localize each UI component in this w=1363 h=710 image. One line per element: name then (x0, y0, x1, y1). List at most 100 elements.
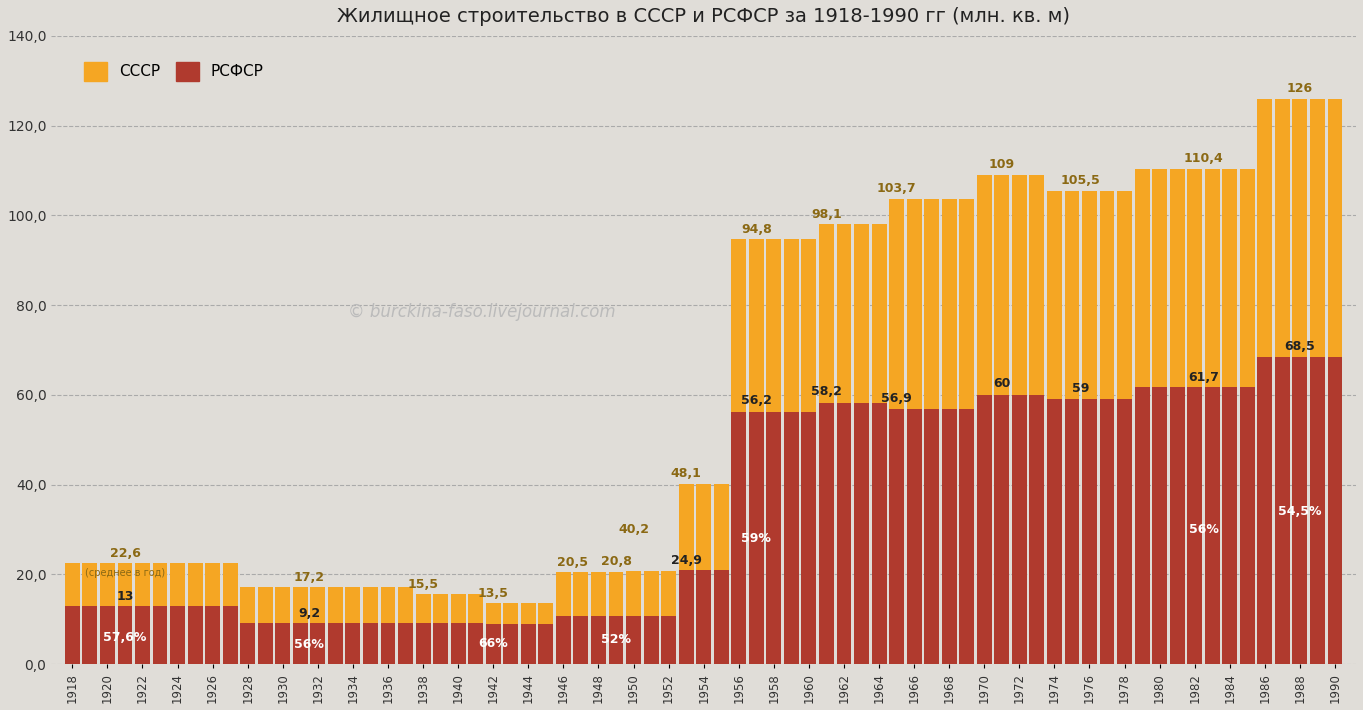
Bar (960, 409, 975, 664)
Bar (1223, 169, 1238, 664)
Text: 54,5%: 54,5% (1278, 505, 1322, 518)
Bar (1274, 99, 1289, 664)
Bar (82, 562, 97, 664)
Text: 24,9: 24,9 (671, 554, 702, 567)
Bar (503, 623, 518, 664)
Bar (311, 587, 326, 664)
Bar (538, 604, 553, 664)
Bar (206, 562, 219, 664)
Bar (801, 239, 816, 664)
Bar (1205, 169, 1220, 664)
Bar (258, 623, 273, 664)
Bar (1065, 399, 1079, 664)
Title: Жилищное строительство в СССР и РСФСР за 1918-1990 гг (млн. кв. м): Жилищное строительство в СССР и РСФСР за… (337, 7, 1070, 26)
Bar (592, 572, 607, 664)
Bar (766, 239, 781, 664)
Bar (311, 623, 326, 664)
Bar (1292, 99, 1307, 664)
Bar (188, 562, 203, 664)
Bar (1118, 191, 1133, 664)
Text: 68,5: 68,5 (1284, 340, 1315, 353)
Bar (222, 562, 237, 664)
Bar (784, 239, 799, 664)
Bar (170, 606, 185, 664)
Bar (153, 606, 168, 664)
Bar (995, 395, 1009, 664)
Bar (924, 199, 939, 664)
Bar (732, 412, 746, 664)
Bar (451, 594, 466, 664)
Bar (906, 199, 921, 664)
Bar (1100, 191, 1115, 664)
Bar (345, 587, 360, 664)
Text: 40,2: 40,2 (617, 523, 649, 536)
Text: 61,7: 61,7 (1189, 371, 1219, 383)
Bar (1152, 169, 1167, 664)
Bar (592, 616, 607, 664)
Bar (135, 562, 150, 664)
Bar (574, 572, 589, 664)
Text: 13,5: 13,5 (478, 587, 508, 601)
Bar (503, 604, 518, 664)
Bar (714, 484, 729, 664)
Bar (328, 623, 343, 664)
Bar (258, 587, 273, 664)
Bar (293, 587, 308, 664)
Bar (275, 623, 290, 664)
Bar (977, 395, 992, 664)
Bar (714, 570, 729, 664)
Bar (942, 409, 957, 664)
Bar (942, 199, 957, 664)
Text: 48,1: 48,1 (671, 467, 702, 480)
Bar (1047, 399, 1062, 664)
Bar (871, 403, 886, 664)
Text: 56,9: 56,9 (882, 392, 912, 405)
Bar (855, 224, 870, 664)
Bar (521, 604, 536, 664)
Bar (679, 570, 694, 664)
Bar (398, 623, 413, 664)
Bar (1258, 99, 1272, 664)
Text: 56%: 56% (294, 638, 324, 651)
Bar (1240, 387, 1255, 664)
Bar (1118, 399, 1133, 664)
Bar (819, 403, 834, 664)
Bar (1328, 99, 1343, 664)
Bar (99, 606, 114, 664)
Bar (1328, 356, 1343, 664)
Bar (643, 571, 658, 664)
Bar (1258, 356, 1272, 664)
Bar (608, 572, 623, 664)
Bar (135, 606, 150, 664)
Bar (1029, 175, 1044, 664)
Text: 20,8: 20,8 (601, 555, 631, 567)
Bar (748, 412, 763, 664)
Bar (433, 623, 448, 664)
Bar (363, 587, 378, 664)
Bar (1169, 387, 1184, 664)
Bar (240, 587, 255, 664)
Bar (1292, 356, 1307, 664)
Bar (801, 412, 816, 664)
Bar (1100, 399, 1115, 664)
Bar (1082, 399, 1097, 664)
Text: 52%: 52% (601, 633, 631, 646)
Bar (188, 606, 203, 664)
Bar (837, 403, 852, 664)
Bar (556, 572, 571, 664)
Text: 15,5: 15,5 (408, 579, 439, 591)
Text: © burckina-faso.livejournal.com: © burckina-faso.livejournal.com (348, 303, 616, 321)
Bar (380, 587, 395, 664)
Bar (1065, 191, 1079, 664)
Bar (1152, 387, 1167, 664)
Bar (416, 594, 431, 664)
Bar (485, 604, 500, 664)
Bar (451, 623, 466, 664)
Bar (626, 571, 641, 664)
Bar (1134, 387, 1149, 664)
Bar (275, 587, 290, 664)
Bar (661, 616, 676, 664)
Bar (732, 239, 746, 664)
Text: 22,6: 22,6 (109, 547, 140, 560)
Bar (328, 587, 343, 664)
